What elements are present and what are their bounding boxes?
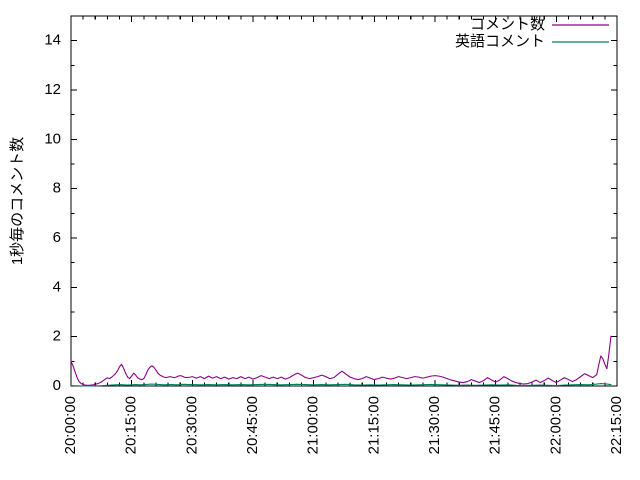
series-line-1 <box>70 382 612 387</box>
y-axis-ticks <box>71 15 617 387</box>
x-tick-label: 20:00:00 <box>62 396 79 454</box>
legend-label-1: 英語コメント <box>455 32 545 50</box>
y-tick-label: 6 <box>53 229 61 246</box>
y-axis-title: 1秒毎のコメント数 <box>9 137 26 265</box>
x-tick-label: 20:15:00 <box>123 396 140 454</box>
y-tick-label: 14 <box>44 32 61 49</box>
y-tick-label: 12 <box>44 81 61 98</box>
x-axis-ticks <box>70 16 618 386</box>
plot-frame <box>70 15 618 387</box>
x-tick-label: 21:30:00 <box>426 396 443 454</box>
x-tick-label: 22:15:00 <box>608 396 625 454</box>
y-tick-label: 8 <box>53 180 61 197</box>
y-tick-label: 10 <box>44 130 61 147</box>
y-axis-tick-labels: 0 2 4 6 8 10 12 14 <box>44 32 61 394</box>
x-axis-tick-labels: 20:00:00 20:15:00 20:30:00 20:45:00 21:00:00… <box>62 396 625 454</box>
x-tick-label: 21:00:00 <box>305 396 322 454</box>
y-tick-label: 4 <box>53 278 61 295</box>
x-tick-label: 22:00:00 <box>547 396 564 454</box>
series-group <box>70 335 612 387</box>
y-tick-label: 2 <box>53 328 61 345</box>
x-tick-label: 20:30:00 <box>183 396 200 454</box>
series-line-0 <box>70 335 612 386</box>
y-axis-title-text: 1秒毎のコメント数 <box>9 137 26 265</box>
y-tick-label: 0 <box>53 377 61 394</box>
x-tick-label: 21:15:00 <box>365 396 382 454</box>
x-tick-label: 20:45:00 <box>244 396 261 454</box>
x-tick-label: 21:45:00 <box>487 396 504 454</box>
legend-label-0: コメント数 <box>470 16 545 33</box>
